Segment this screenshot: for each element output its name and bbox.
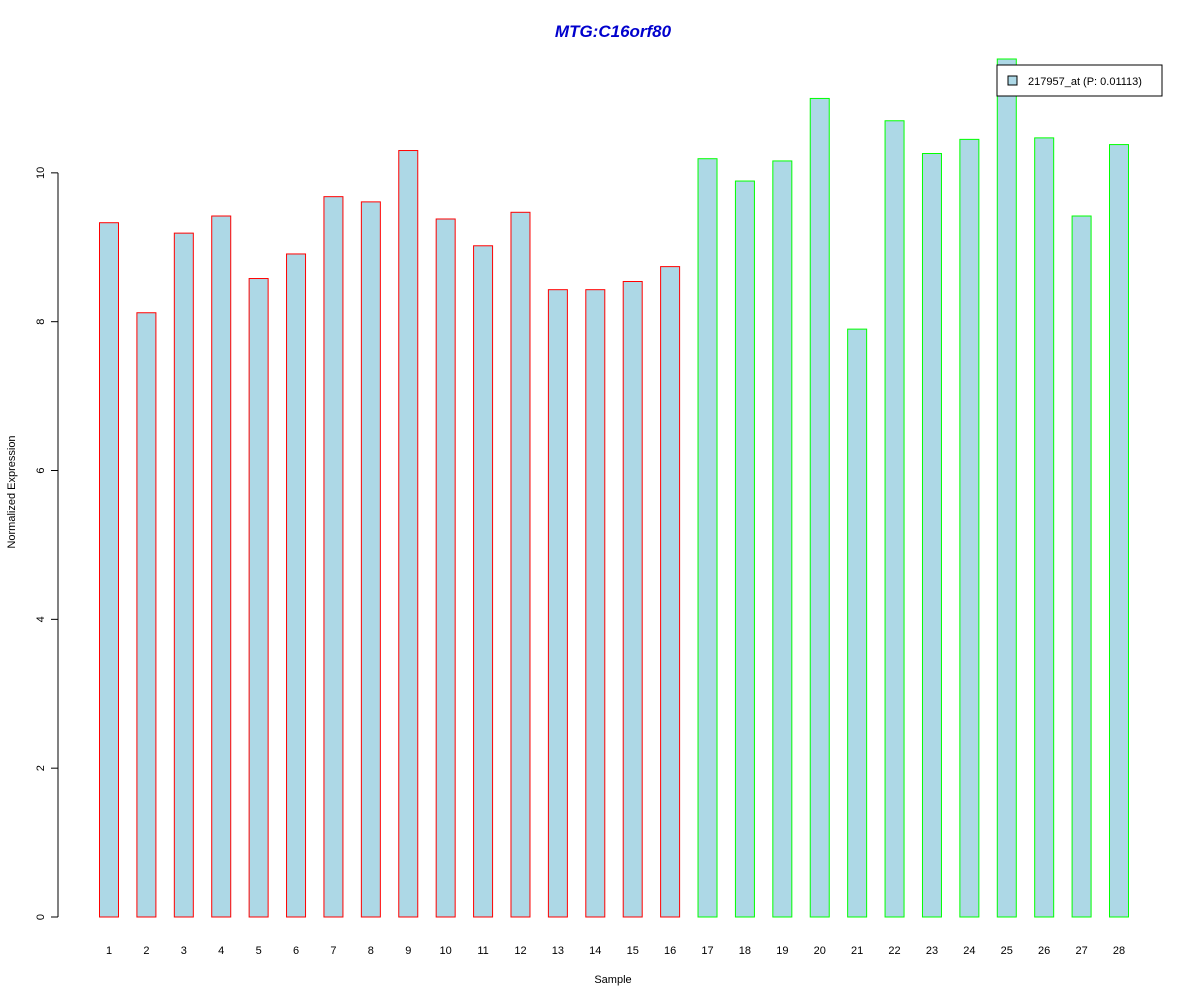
bar-sample-27 [1071, 215, 1092, 918]
x-tick-label: 17 [701, 945, 713, 957]
x-axis-label: Sample [594, 974, 631, 986]
legend-swatch [1007, 75, 1018, 86]
bar-sample-21 [847, 328, 868, 918]
bar-sample-12 [510, 211, 531, 918]
y-tick-label: 2 [35, 765, 47, 771]
bar-sample-5 [248, 278, 269, 918]
bar-sample-24 [959, 138, 980, 918]
x-tick-label: 6 [293, 945, 299, 957]
bar-sample-23 [921, 153, 942, 918]
bar-sample-22 [884, 120, 905, 918]
bars [99, 58, 1129, 918]
legend: 217957_at (P: 0.01113) [996, 64, 1163, 97]
x-tick-label: 20 [814, 945, 826, 957]
bar-sample-11 [473, 245, 494, 918]
bar-sample-15 [622, 280, 643, 918]
bar-sample-2 [136, 312, 157, 918]
bar-sample-19 [772, 160, 793, 918]
x-tick-label: 24 [963, 945, 975, 957]
x-tick-label: 18 [739, 945, 751, 957]
x-tick-label: 1 [106, 945, 112, 957]
legend-box [996, 64, 1163, 97]
bar-sample-20 [809, 97, 830, 918]
x-tick-label: 11 [477, 945, 488, 957]
bar-sample-13 [547, 289, 568, 918]
bar-sample-17 [697, 158, 718, 918]
y-tick-label: 10 [35, 167, 47, 179]
x-tick-label: 27 [1075, 945, 1087, 957]
x-tick-label: 7 [330, 945, 336, 957]
y-tick-label: 8 [35, 319, 47, 325]
y-axis: 0 2 4 6 8 10 [35, 167, 59, 920]
x-tick-label: 8 [368, 945, 374, 957]
x-tick-label: 13 [552, 945, 564, 957]
x-tick-label: 14 [589, 945, 601, 957]
x-tick-label: 5 [256, 945, 262, 957]
y-tick-label: 6 [35, 467, 47, 473]
y-tick-label: 4 [35, 616, 47, 622]
bar-sample-16 [660, 266, 681, 918]
x-tick-label: 22 [888, 945, 900, 957]
x-tick-label: 10 [440, 945, 452, 957]
x-tick-label: 2 [143, 945, 149, 957]
bar-sample-26 [1034, 137, 1055, 918]
x-tick-label: 15 [627, 945, 639, 957]
y-axis-label: Normalized Expression [6, 435, 18, 548]
chart-title: MTG:C16orf80 [555, 22, 672, 41]
bar-sample-25 [996, 58, 1017, 918]
x-tick-label: 25 [1001, 945, 1013, 957]
x-tick-label: 9 [405, 945, 411, 957]
x-tick-label: 23 [926, 945, 938, 957]
x-tick-label: 3 [181, 945, 187, 957]
bar-sample-8 [360, 201, 381, 918]
x-tick-label: 26 [1038, 945, 1050, 957]
x-tick-label: 21 [851, 945, 863, 957]
x-tick-labels: 1 2 3 4 5 6 7 8 9 10 11 12 13 14 15 16 17 18 19 20 21 22 23 24 2… [106, 945, 1125, 957]
x-tick-label: 28 [1113, 945, 1125, 957]
bar-sample-28 [1109, 144, 1129, 918]
bar-sample-6 [286, 253, 307, 918]
bar-sample-7 [323, 196, 344, 918]
bar-sample-4 [211, 215, 232, 918]
x-tick-label: 19 [776, 945, 788, 957]
x-tick-label: 12 [514, 945, 526, 957]
bar-sample-10 [435, 218, 456, 918]
bar-sample-18 [734, 180, 755, 918]
x-tick-label: 4 [218, 945, 224, 957]
x-tick-label: 16 [664, 945, 676, 957]
y-tick-label: 0 [35, 914, 47, 920]
bar-sample-9 [398, 150, 419, 918]
legend-label: 217957_at (P: 0.01113) [1028, 76, 1142, 88]
bar-sample-3 [173, 232, 194, 918]
bar-sample-1 [99, 222, 119, 918]
bar-sample-14 [585, 289, 606, 918]
